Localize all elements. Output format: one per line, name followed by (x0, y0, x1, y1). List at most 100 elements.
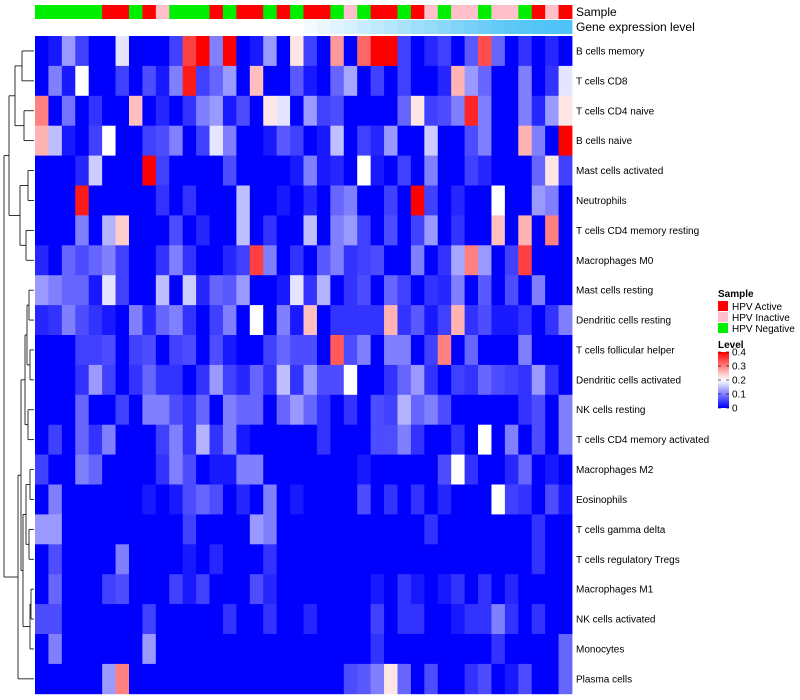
heatmap-cell (48, 544, 63, 575)
heatmap-cell (290, 394, 304, 426)
heatmap-cell (236, 454, 251, 485)
heatmap-cell (531, 574, 546, 605)
heatmap-cell (249, 155, 264, 186)
heatmap-cell (303, 394, 318, 426)
heatmap-cell (222, 634, 237, 665)
heatmap-cell (155, 364, 170, 396)
heatmap-cell (249, 574, 264, 605)
heatmap-cell (35, 574, 49, 605)
heatmap-cell (451, 454, 466, 485)
heatmap-cell (437, 185, 452, 216)
sample-annotation-cell (504, 5, 519, 19)
heatmap-cell (209, 544, 224, 575)
heatmap-cell (222, 364, 237, 396)
heatmap-cell (410, 424, 425, 455)
heatmap-cell (491, 65, 506, 97)
heatmap-cell (451, 275, 466, 306)
heatmap-cell (75, 604, 90, 635)
heatmap-cell (558, 394, 573, 426)
heatmap-cell (169, 245, 184, 276)
heatmap-cell (330, 574, 345, 605)
heatmap-cell (357, 514, 372, 545)
expression-annotation-cell (451, 20, 466, 34)
heatmap-cell (330, 424, 345, 455)
heatmap-cell (518, 36, 533, 67)
heatmap-cell (249, 185, 264, 216)
heatmap-cell (357, 185, 372, 216)
heatmap-cell (504, 245, 519, 276)
heatmap-cell (75, 454, 90, 485)
sample-legend-swatch (718, 301, 728, 311)
heatmap-cell (155, 215, 170, 246)
heatmap-cell (464, 185, 479, 216)
heatmap-cell (290, 95, 304, 127)
heatmap-cell (88, 604, 103, 635)
heatmap-cell (182, 634, 197, 665)
heatmap-cell (397, 335, 412, 366)
expression-annotation-cell (222, 20, 237, 34)
heatmap-cell (61, 364, 76, 396)
sample-annotation-cell (35, 5, 49, 19)
heatmap-cell (48, 424, 63, 455)
heatmap-cell (504, 155, 519, 186)
heatmap-cell (196, 215, 210, 246)
heatmap-cell (478, 364, 492, 396)
heatmap-cell (504, 36, 519, 67)
heatmap-cell (303, 275, 318, 306)
heatmap-cell (464, 454, 479, 485)
heatmap-cell (558, 125, 573, 156)
heatmap-cell (290, 604, 304, 635)
annotation-label-expression: Gene expression level (576, 20, 695, 34)
heatmap-cell (155, 125, 170, 156)
heatmap-cell (182, 394, 197, 426)
heatmap-cell (370, 604, 385, 635)
heatmap-cell (451, 36, 466, 67)
heatmap-cell (330, 305, 345, 336)
heatmap-cell (343, 95, 358, 127)
heatmap-cell (182, 514, 197, 545)
heatmap-cell (249, 394, 264, 426)
heatmap-cell (276, 484, 291, 515)
heatmap-cell (531, 275, 546, 306)
heatmap-cell (357, 394, 372, 426)
heatmap-cell (316, 424, 331, 455)
heatmap-cell (464, 36, 479, 67)
expression-annotation-cell (518, 20, 533, 34)
heatmap-cell (75, 484, 90, 515)
heatmap-cell (169, 574, 184, 605)
heatmap-cell (558, 454, 573, 485)
heatmap-cell (196, 454, 210, 485)
heatmap-cell (263, 36, 278, 67)
heatmap-cell (531, 155, 546, 186)
heatmap-cell (437, 484, 452, 515)
row-dendrogram (3, 50, 34, 680)
level-tick-label: 0 (732, 404, 738, 415)
heatmap-cell (290, 185, 304, 216)
heatmap-cell (209, 424, 224, 455)
heatmap-cell (290, 335, 304, 366)
row-label: B cells naive (576, 136, 633, 147)
heatmap-cell (316, 394, 331, 426)
row-label: T cells gamma delta (576, 525, 666, 536)
heatmap-cell (370, 245, 385, 276)
heatmap-cell (451, 65, 466, 97)
heatmap-cell (142, 155, 157, 186)
heatmap-cell (48, 514, 63, 545)
heatmap-cell (384, 544, 398, 575)
heatmap-cell (155, 36, 170, 67)
sample-annotation-cell (61, 5, 76, 19)
heatmap-cell (222, 275, 237, 306)
heatmap-cell (263, 245, 278, 276)
heatmap-cell (196, 424, 210, 455)
heatmap-cell (464, 394, 479, 426)
heatmap-cell (330, 125, 345, 156)
expression-annotation-cell (370, 20, 385, 34)
heatmap-cell (504, 305, 519, 336)
heatmap-cell (370, 275, 385, 306)
heatmap-cell (88, 275, 103, 306)
heatmap-cell (75, 514, 90, 545)
heatmap-cell (88, 36, 103, 67)
heatmap-cell (169, 364, 184, 396)
heatmap-cell (142, 604, 157, 635)
heatmap-cell (75, 574, 90, 605)
